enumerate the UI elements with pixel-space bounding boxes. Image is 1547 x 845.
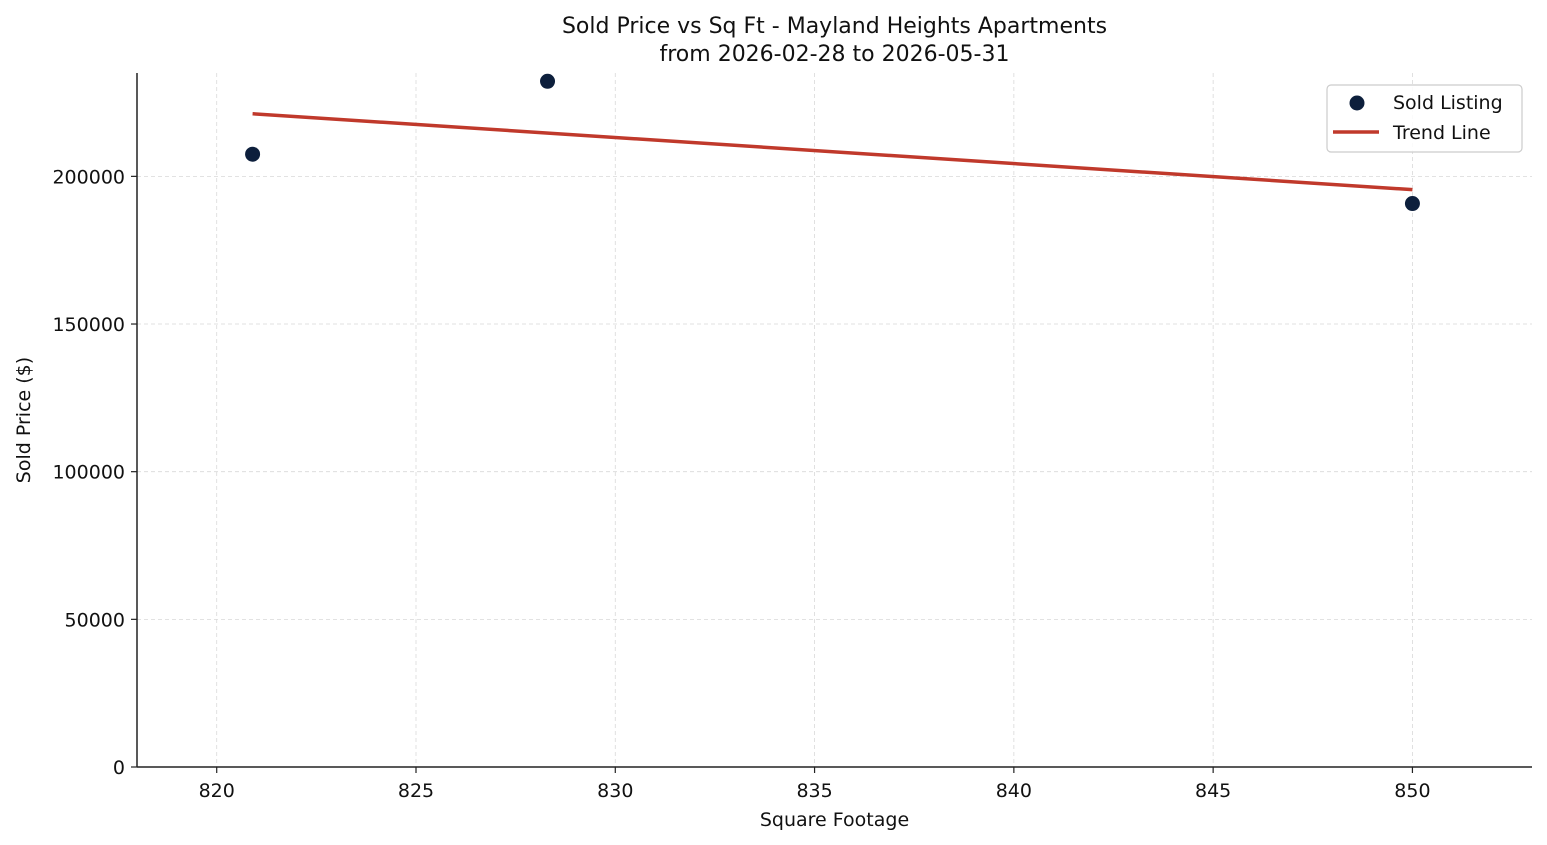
legend-label-trend-line: Trend Line: [1392, 122, 1491, 144]
scatter-point: [540, 73, 556, 89]
x-tick-label: 825: [398, 780, 434, 802]
chart-title: Sold Price vs Sq Ft - Mayland Heights Ap…: [562, 14, 1107, 39]
legend-marker-sold-listing: [1349, 95, 1365, 111]
scatter-point: [1404, 196, 1420, 212]
series: [245, 73, 1420, 212]
scatter-point: [245, 146, 261, 162]
y-tick-label: 150000: [52, 314, 125, 336]
legend-box: [1326, 84, 1523, 153]
trend-line: [252, 112, 1413, 192]
x-axis-label: Square Footage: [760, 809, 909, 831]
legend-label-sold-listing: Sold Listing: [1393, 92, 1503, 114]
chart-subtitle: from 2026-02-28 to 2026-05-31: [660, 42, 1010, 67]
y-tick-label: 100000: [52, 462, 125, 484]
x-tick-label: 830: [597, 780, 633, 802]
x-tick-label: 840: [996, 780, 1032, 802]
y-tick-label: 0: [113, 757, 125, 779]
x-tick-label: 820: [199, 780, 235, 802]
y-axis-ticks: 0 50000 100000 150000 200000: [52, 166, 137, 779]
y-tick-label: 50000: [65, 609, 125, 631]
x-tick-label: 845: [1195, 780, 1231, 802]
y-tick-label: 200000: [52, 166, 125, 188]
y-axis-label: Sold Price ($): [13, 357, 35, 483]
legend: Sold Listing Trend Line: [1326, 84, 1523, 153]
grid-lines: [137, 73, 1532, 768]
axes: [136, 73, 1532, 768]
x-tick-label: 850: [1394, 780, 1430, 802]
x-axis-ticks: 820 825 830 835 840 845 850: [199, 767, 1431, 802]
x-tick-label: 835: [796, 780, 832, 802]
